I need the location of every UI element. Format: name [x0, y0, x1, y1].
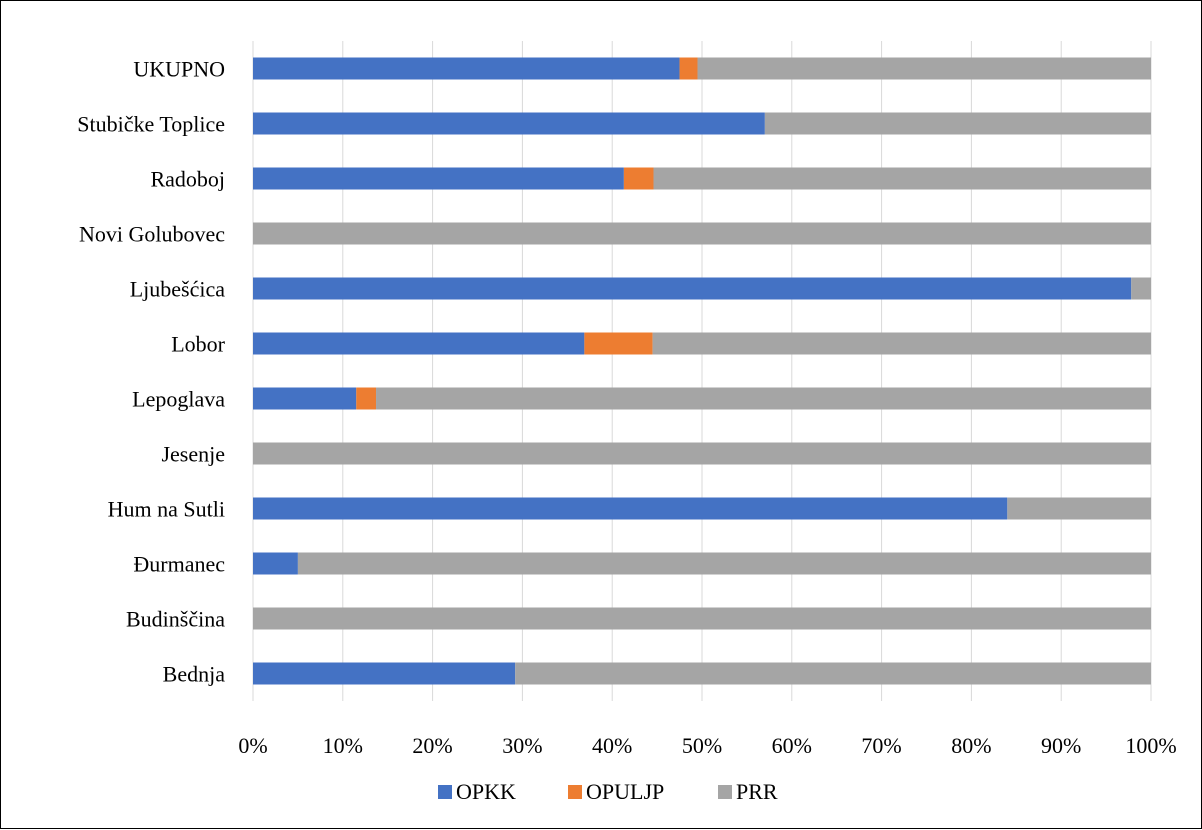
category-label: Stubičke Toplice: [77, 112, 225, 137]
category-label: Jesenje: [161, 442, 225, 467]
bar-prr-lepoglava: [376, 387, 1151, 410]
legend-label-opkk: OPKK: [456, 779, 516, 804]
x-tick-label: 60%: [772, 733, 812, 758]
category-label: UKUPNO: [133, 57, 225, 82]
legend-swatch-opuljp: [568, 785, 582, 799]
bar-prr-stubicke-toplice: [764, 112, 1151, 135]
bar-opuljp-lobor: [584, 332, 653, 355]
x-tick-labels: 0% 10% 20% 30% 40% 50% 60% 70% 80% 90% 100%: [238, 733, 1176, 758]
bar-opkk-bednja: [253, 662, 516, 685]
bar-opkk-hum-na-sutli: [253, 497, 1008, 520]
x-tick-label: 80%: [951, 733, 991, 758]
category-label: Lepoglava: [132, 387, 225, 412]
legend-swatch-prr: [718, 785, 732, 799]
x-tick-label: 40%: [592, 733, 632, 758]
bar-prr-bednja: [515, 662, 1151, 685]
bar-prr-hum-na-sutli: [1007, 497, 1151, 520]
x-tick-label: 100%: [1125, 733, 1176, 758]
category-label: Radoboj: [150, 167, 225, 192]
bar-prr-budinscina: [253, 607, 1151, 630]
bar-prr-novi-golubovec: [253, 222, 1151, 245]
bar-prr-durmanec: [297, 552, 1151, 575]
bar-prr-lobor: [652, 332, 1151, 355]
x-tick-label: 70%: [861, 733, 901, 758]
x-tick-label: 0%: [238, 733, 267, 758]
bar-opkk-ljubescica: [253, 277, 1132, 300]
category-label: Budinščina: [126, 607, 225, 632]
x-tick-label: 50%: [682, 733, 722, 758]
bars: [253, 57, 1151, 685]
bar-prr-ljubescica: [1131, 277, 1151, 300]
gridlines: [252, 41, 1152, 701]
bar-opuljp-ukupno: [679, 57, 698, 80]
legend-label-prr: PRR: [736, 779, 778, 804]
bar-opkk-lepoglava: [253, 387, 357, 410]
category-label: Lobor: [171, 332, 225, 357]
bar-opkk-durmanec: [253, 552, 298, 575]
x-tick-label: 30%: [502, 733, 542, 758]
bar-opkk-ukupno: [253, 57, 680, 80]
bar-opkk-stubicke-toplice: [253, 112, 765, 135]
bar-opuljp-lepoglava: [356, 387, 377, 410]
category-label: Novi Golubovec: [79, 222, 225, 247]
category-label: Bednja: [163, 662, 226, 687]
x-tick-label: 90%: [1041, 733, 1081, 758]
category-label: Đurmanec: [133, 552, 225, 577]
category-label: Ljubešćica: [130, 277, 226, 302]
x-tick-label: 20%: [412, 733, 452, 758]
legend-label-opuljp: OPULJP: [586, 779, 664, 804]
category-labels: UKUPNO Stubičke Toplice Radoboj Novi Golubo…: [77, 57, 225, 687]
bar-opkk-radoboj: [253, 167, 624, 190]
legend: OPKK OPULJP PRR: [438, 779, 778, 804]
bar-opuljp-radoboj: [623, 167, 654, 190]
bar-prr-jesenje: [253, 442, 1151, 465]
category-label: Hum na Sutli: [108, 497, 225, 522]
x-tick-label: 10%: [323, 733, 363, 758]
bar-prr-radoboj: [653, 167, 1151, 190]
bar-opkk-lobor: [253, 332, 585, 355]
legend-swatch-opkk: [438, 785, 452, 799]
bar-prr-ukupno: [697, 57, 1151, 80]
